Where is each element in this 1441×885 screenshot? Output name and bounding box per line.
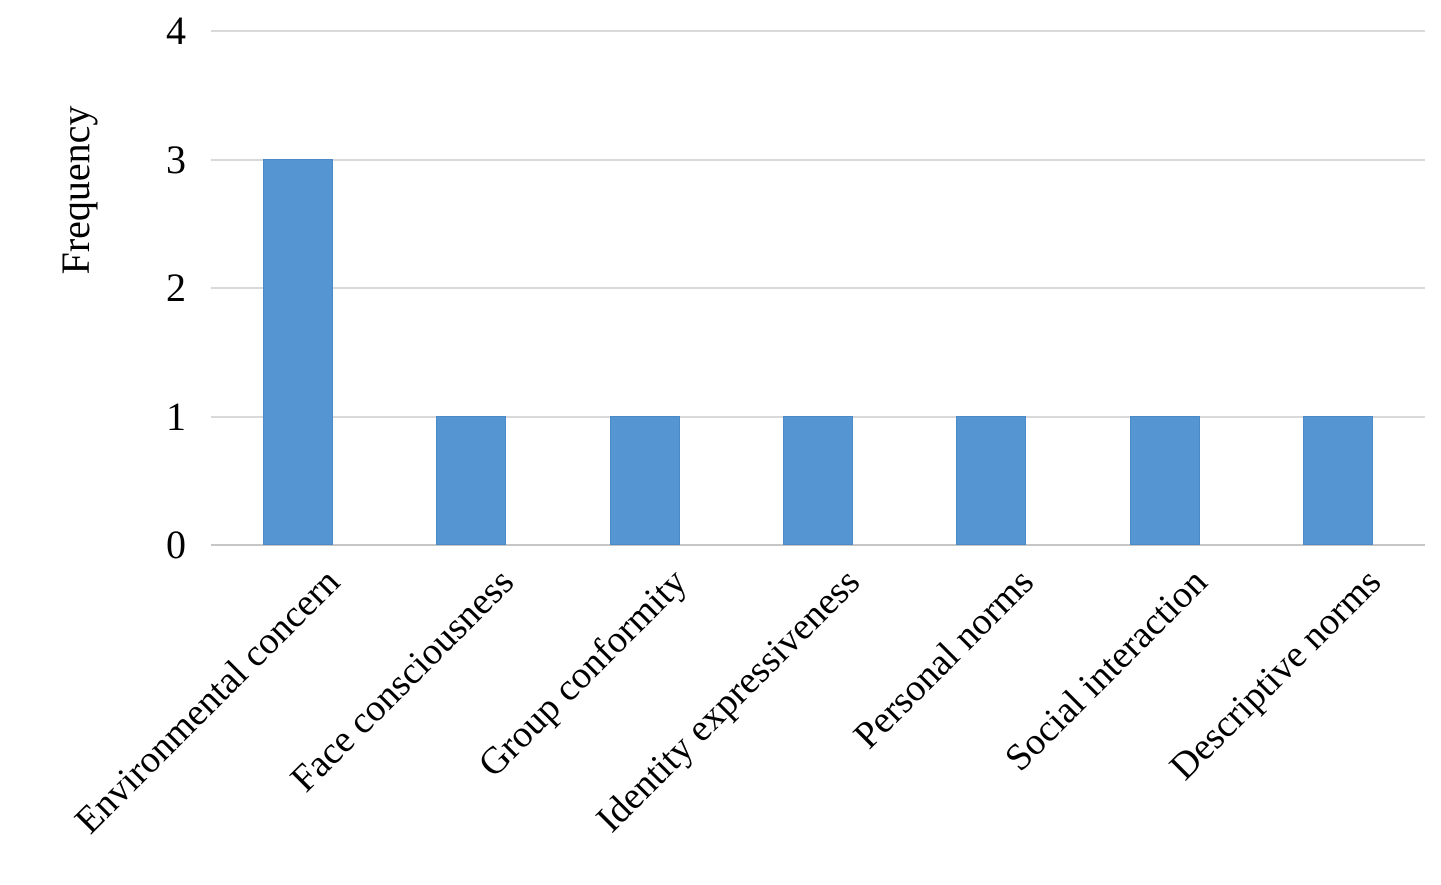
bar-group-conformity [610,416,680,545]
y-tick-label: 0 [166,522,186,567]
y-tick-label: 4 [166,8,186,53]
bar-social-interaction [1130,416,1200,545]
bar-descriptive-norms [1303,416,1373,545]
y-tick-label: 1 [166,394,186,439]
x-category-label: Personal norms [845,560,1042,757]
gridline [211,287,1425,289]
gridline [211,159,1425,161]
y-tick-label: 3 [166,137,186,182]
y-axis-title: Frequency [53,105,98,275]
bar-personal-norms [956,416,1026,545]
gridline [211,30,1425,32]
bar-face-consciousness [436,416,506,545]
bar-identity-expressiveness [783,416,853,545]
bar-environmental-concern [263,159,333,545]
x-category-label: Environmental concern [66,560,349,842]
y-tick-label: 2 [166,265,186,310]
gridline [211,544,1425,546]
plot-area [211,30,1425,546]
